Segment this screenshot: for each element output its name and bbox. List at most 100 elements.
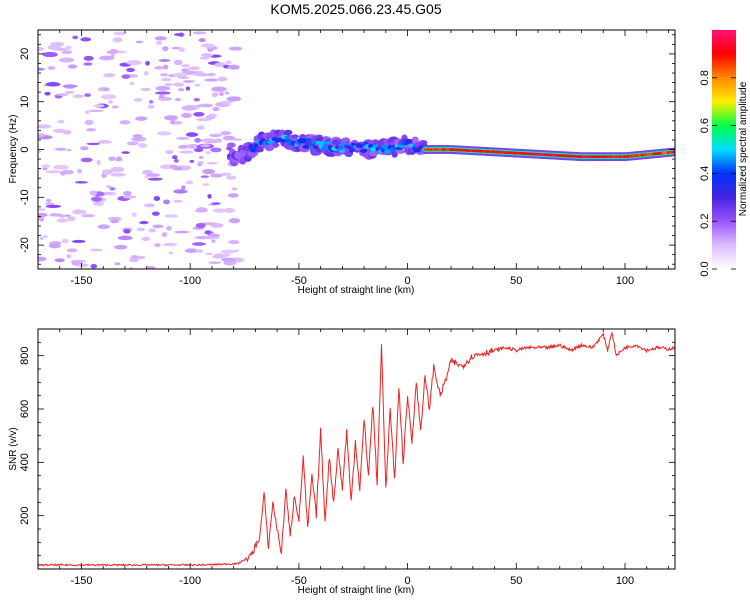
ridge-blob (312, 145, 319, 150)
x-tick-label: -150 (70, 575, 92, 587)
spectral-blob (172, 155, 178, 160)
ridge-blob (370, 147, 376, 152)
spectral-blob (98, 55, 115, 61)
ridge-blob (405, 138, 413, 144)
spectral-blob (133, 97, 143, 102)
spectral-blob (54, 147, 67, 151)
spectral-blob (103, 169, 111, 175)
spectral-blob (123, 190, 132, 196)
spectral-blob (138, 143, 148, 148)
ridge-blob (323, 141, 332, 145)
spectral-blob (222, 135, 236, 141)
spectral-blob (192, 242, 206, 246)
colorbar-ticks: 0.0 0.2 0.4 0.6 0.8 (699, 70, 736, 277)
spectral-blob (185, 86, 191, 91)
spectral-blob (178, 47, 186, 53)
spectral-blob (195, 249, 204, 253)
ridge-blob (372, 144, 379, 148)
spectral-blob (219, 91, 224, 97)
spectral-blob (177, 145, 189, 149)
ridge-blob (250, 147, 257, 153)
y-tick-label: 200 (19, 506, 31, 524)
spectral-blob (172, 82, 185, 87)
spectral-blob (176, 136, 190, 140)
spectral-blob (66, 248, 78, 253)
ridge-blob (368, 143, 374, 149)
spectral-blob (217, 76, 228, 82)
spectral-blob (178, 88, 185, 92)
spectral-blob (61, 238, 69, 244)
spectral-blob (212, 106, 220, 112)
spectral-blob (80, 146, 89, 151)
spectral-blob (135, 116, 148, 121)
spectral-blob (194, 138, 202, 143)
spectral-blob (55, 93, 69, 97)
spectral-blob (198, 38, 206, 43)
spectral-blob (66, 254, 72, 259)
spectral-blob (131, 212, 137, 217)
spectral-blob (135, 137, 140, 142)
spectral-blob (103, 87, 109, 92)
spectral-blob (202, 168, 216, 175)
spectral-blob (198, 155, 204, 159)
spectral-blob (173, 72, 188, 78)
ridge-blob (302, 144, 310, 149)
spectral-blob (106, 185, 112, 188)
colorbar-label: Normalized spectral amplitude (738, 81, 749, 216)
colorbar: 0.0 0.2 0.4 0.6 0.8 Normalized spectral ampl… (699, 30, 749, 277)
x-tick-label: 100 (616, 275, 634, 287)
spectral-blob (204, 78, 219, 82)
spectral-blob (126, 141, 139, 146)
spectral-blob (158, 59, 171, 62)
spectral-blob (210, 147, 222, 153)
x-tick-label: -150 (70, 275, 92, 287)
snr-y-label: SNR (v/v) (8, 427, 19, 470)
ridge-blob (279, 139, 286, 143)
spectral-blob (206, 72, 216, 77)
spectral-blob (75, 209, 80, 214)
spectral-blob (205, 252, 214, 256)
y-tick-label: 10 (19, 96, 31, 108)
spectral-blob (38, 216, 45, 222)
spectral-blob (45, 204, 62, 209)
ridge-blob (321, 145, 330, 151)
spectral-blob (80, 37, 92, 42)
spectral-blob (205, 151, 211, 155)
spectral-blob (121, 151, 130, 154)
spectral-blob (193, 148, 204, 153)
spectral-blob (148, 228, 157, 233)
spectral-blob (89, 248, 103, 252)
spectral-blob (231, 187, 238, 191)
spectral-blob (192, 72, 207, 77)
spectral-blob (48, 243, 61, 249)
spectral-blob (178, 32, 185, 37)
spectral-blob (88, 109, 104, 113)
spectral-blob (38, 133, 46, 137)
spectral-blob (173, 189, 188, 194)
spectral-blob (168, 251, 174, 255)
spectral-blob (77, 168, 83, 174)
x-tick-label: -100 (179, 575, 201, 587)
spectral-blob (163, 242, 178, 247)
spectral-blob (76, 263, 89, 267)
spectral-blob (220, 172, 232, 176)
snr-x-label: Height of straight line (km) (298, 585, 415, 596)
snr-frame (37, 328, 676, 570)
snr-series-line (37, 331, 676, 567)
spectral-blob (140, 87, 151, 92)
spectral-blob (71, 239, 86, 243)
ridge-blob (346, 145, 352, 150)
spectral-blob (192, 31, 207, 35)
snr-y-axis: 200 400 600 800 (19, 328, 675, 570)
spectral-blob (97, 224, 110, 230)
spectral-blob (108, 156, 116, 162)
y-tick-label: -10 (19, 189, 31, 205)
spectral-blob (129, 81, 135, 86)
colorbar-tick-label: 0.4 (699, 166, 711, 181)
spectral-blob (229, 46, 243, 51)
spectral-blob (70, 259, 87, 263)
spectral-blob (147, 177, 163, 181)
colorbar-tick-label: 0.6 (699, 118, 711, 133)
